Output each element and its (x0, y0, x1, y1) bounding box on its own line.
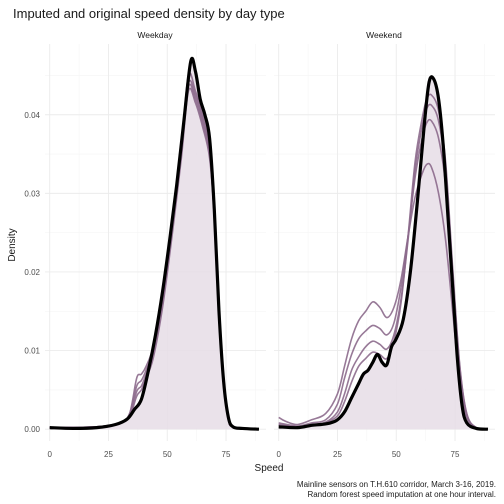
panel-weekday (45, 44, 266, 441)
x-tick-label: 75 (451, 450, 460, 459)
y-tick-label: 0.03 (24, 189, 40, 198)
x-tick-label: 0 (47, 450, 52, 459)
y-tick-label: 0.02 (24, 268, 40, 277)
y-tick-label: 0.04 (24, 111, 40, 120)
chart-title: Imputed and original speed density by da… (13, 6, 285, 21)
panel-weekend (274, 44, 495, 441)
x-axis-title: Speed (255, 463, 284, 474)
density-area (49, 58, 259, 430)
y-tick-label: 0.01 (24, 347, 40, 356)
x-axis-ticks-weekday: 0 25 50 75 (47, 450, 231, 459)
x-tick-label: 25 (104, 450, 113, 459)
y-axis-ticks: 0.00 0.01 0.02 0.03 0.04 (24, 111, 40, 434)
panel-label-weekday: Weekday (137, 30, 173, 40)
original-density-line (49, 56, 260, 431)
y-tick-label: 0.00 (24, 425, 40, 434)
x-tick-label: 50 (163, 450, 172, 459)
original-density-line (278, 75, 489, 431)
x-tick-label: 25 (333, 450, 342, 459)
caption-line-1: Mainline sensors on T.H.610 corridor, Ma… (297, 480, 496, 489)
x-axis-ticks-weekend: 0 25 50 75 (276, 450, 460, 459)
imputed-density-line (278, 162, 489, 431)
x-tick-label: 0 (276, 450, 281, 459)
x-tick-label: 75 (222, 450, 231, 459)
x-tick-label: 50 (392, 450, 401, 459)
density-area (278, 76, 488, 430)
y-axis-title: Density (7, 228, 18, 261)
panel-label-weekend: Weekend (366, 30, 402, 40)
caption-line-2: Random forest speed imputation at one ho… (307, 490, 496, 499)
